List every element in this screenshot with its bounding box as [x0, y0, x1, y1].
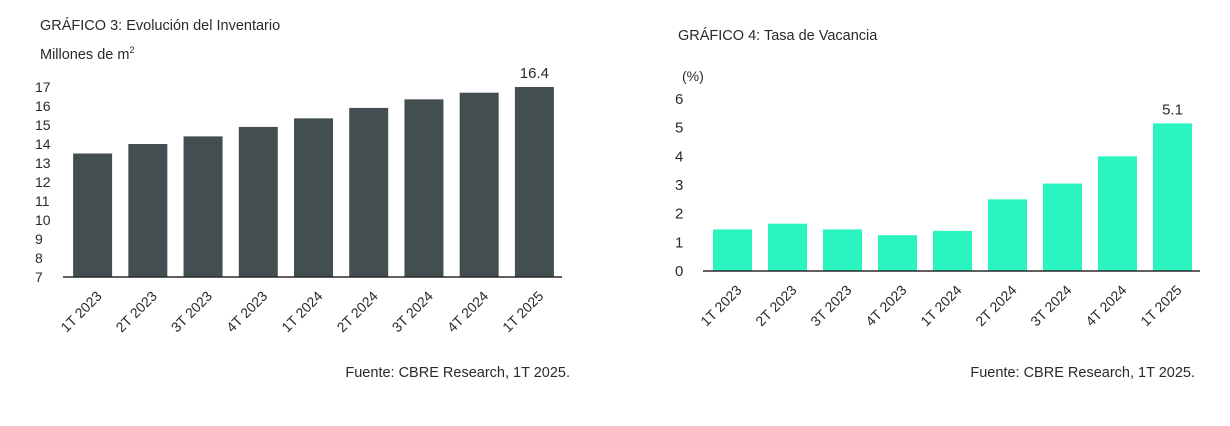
inventory-chart-subtitle-sup: 2: [129, 45, 135, 55]
inventory-bar: [128, 144, 168, 277]
vacancy-bar: [1153, 123, 1192, 271]
vacancy-xtick-label: 1T 2023: [697, 282, 745, 330]
inventory-ytick-label: 11: [35, 193, 50, 209]
vacancy-xtick-label: 2T 2024: [972, 282, 1020, 330]
vacancy-data-label: 5.1: [1162, 101, 1183, 118]
inventory-bar: [294, 118, 333, 277]
inventory-bar: [238, 126, 278, 278]
inventory-chart-subtitle: Millones de m2: [40, 45, 134, 63]
inventory-xtick-label: 3T 2024: [389, 288, 437, 336]
inventory-chart-title: GRÁFICO 3: Evolución del Inventario: [40, 18, 281, 34]
inventory-bar: [183, 136, 223, 277]
inventory-xtick-label: 1T 2023: [57, 288, 105, 336]
vacancy-bar: [823, 229, 862, 271]
inventory-bar: [349, 107, 389, 278]
inventory-bar: [459, 92, 499, 277]
inventory-ytick-label: 15: [35, 117, 51, 133]
vacancy-bar: [713, 229, 752, 271]
inventory-xtick-label: 2T 2023: [112, 288, 160, 336]
inventory-xtick-label: 1T 2025: [499, 288, 547, 336]
vacancy-ytick-label: 5: [675, 120, 683, 137]
vacancy-bar: [933, 230, 972, 271]
inventory-ytick-label: 12: [35, 174, 51, 190]
vacancy-ytick-label: 4: [675, 148, 683, 165]
inventory-ytick-label: 8: [35, 250, 43, 266]
vacancy-xtick-label: 3T 2023: [807, 282, 855, 330]
vacancy-bar: [1043, 183, 1082, 271]
inventory-xtick-label: 3T 2023: [168, 288, 216, 336]
vacancy-bar: [988, 199, 1027, 271]
vacancy-ytick-label: 0: [675, 263, 683, 280]
vacancy-xtick-label: 1T 2024: [917, 282, 965, 330]
vacancy-ylabel: (%): [682, 68, 704, 84]
vacancy-xtick-label: 3T 2024: [1027, 282, 1075, 330]
inventory-bar: [514, 87, 554, 277]
inventory-xtick-label: 1T 2024: [278, 288, 326, 336]
inventory-chart-subtitle-text: Millones de m: [40, 46, 130, 63]
vacancy-bar: [768, 223, 807, 271]
vacancy-bar: [1098, 156, 1137, 271]
vacancy-xtick-label: 1T 2025: [1137, 282, 1185, 330]
vacancy-ytick-label: 1: [675, 234, 683, 251]
vacancy-xtick-label: 4T 2023: [862, 282, 910, 330]
inventory-ytick-label: 17: [35, 79, 51, 95]
inventory-ytick-label: 14: [35, 136, 51, 152]
inventory-ytick-label: 9: [35, 231, 43, 247]
inventory-ytick-label: 16: [35, 98, 51, 114]
vacancy-chart-panel: GRÁFICO 4: Tasa de Vacancia (%) 0 1 2 3 4 5 6 1T…: [610, 0, 1230, 426]
inventory-ytick-label: 10: [35, 212, 51, 228]
inventory-bar-chart: 7 8 9 10 11 12 13 14 15 16 17 1T 2023 2T 2023 3T 2023…: [35, 65, 562, 336]
vacancy-xtick-label: 4T 2024: [1082, 282, 1130, 330]
vacancy-chart-source: Fuente: CBRE Research, 1T 2025.: [970, 365, 1195, 381]
inventory-bar: [73, 153, 113, 277]
inventory-data-label: 16.4: [520, 65, 549, 82]
vacancy-ytick-label: 6: [675, 91, 683, 108]
inventory-chart-panel: GRÁFICO 3: Evolución del Inventario Mill…: [0, 0, 600, 426]
vacancy-bar: [878, 235, 917, 271]
inventory-ytick-label: 7: [35, 269, 43, 285]
vacancy-xtick-label: 2T 2023: [752, 282, 800, 330]
inventory-xtick-label: 4T 2024: [444, 288, 492, 336]
vacancy-ytick-label: 3: [675, 177, 683, 194]
inventory-ytick-label: 13: [35, 155, 51, 171]
inventory-xtick-label: 4T 2023: [223, 288, 271, 336]
vacancy-chart-title: GRÁFICO 4: Tasa de Vacancia: [678, 28, 878, 44]
inventory-chart-source: Fuente: CBRE Research, 1T 2025.: [345, 365, 570, 381]
inventory-xtick-label: 2T 2024: [333, 288, 381, 336]
inventory-bar: [404, 99, 444, 277]
vacancy-ytick-label: 2: [675, 206, 683, 223]
